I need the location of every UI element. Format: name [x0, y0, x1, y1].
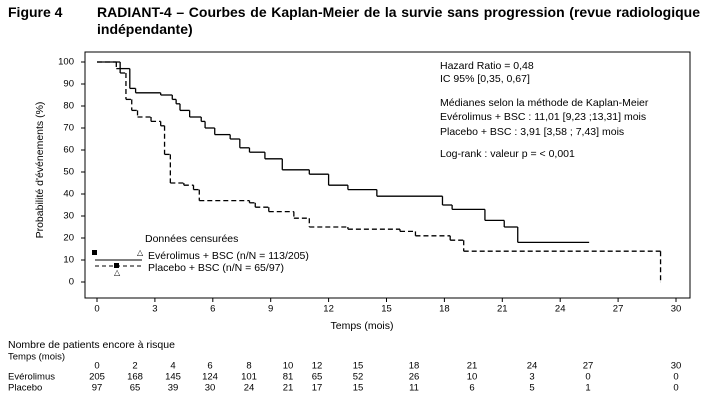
- risk-time: 21: [467, 361, 478, 372]
- risk-header-label: Temps (mois): [8, 352, 65, 363]
- risk-time: 10: [283, 361, 294, 372]
- annotation: Log-rank : valeur p = < 0,001: [440, 148, 575, 160]
- risk-value: 145: [165, 372, 181, 383]
- y-axis-label: Probabilité d'événements (%): [34, 102, 46, 239]
- risk-value: 21: [283, 383, 294, 394]
- risk-value: 65: [130, 383, 141, 394]
- annotation: Médianes selon la méthode de Kaplan-Meie…: [440, 97, 649, 109]
- legend-censor-square: [92, 250, 97, 255]
- legend-censor-square: [114, 263, 119, 268]
- x-tick-label: 9: [268, 304, 273, 315]
- risk-value: 6: [469, 383, 474, 394]
- risk-value: 39: [168, 383, 179, 394]
- risk-value: 11: [409, 383, 419, 394]
- chart-title: RADIANT-4 – Courbes de Kaplan-Meier de l…: [97, 4, 700, 37]
- y-tick-label: 30: [63, 211, 74, 222]
- risk-value: 15: [353, 383, 364, 394]
- legend-censor-triangle: △: [114, 268, 121, 277]
- risk-time: 2: [132, 361, 137, 372]
- x-tick-label: 0: [94, 304, 99, 315]
- risk-value: 3: [529, 372, 534, 383]
- annotation: Evérolimus + BSC : 11,01 [9,23 ;13,31] m…: [440, 111, 646, 123]
- y-tick-label: 80: [63, 101, 74, 112]
- risk-value: 30: [205, 383, 216, 394]
- x-axis-label: Temps (mois): [330, 320, 393, 332]
- annotation: Placebo + BSC : 3,91 [3,58 ; 7,43] mois: [440, 126, 624, 138]
- risk-value: 205: [89, 372, 105, 383]
- risk-value: 65: [312, 372, 323, 383]
- risk-value: 1: [585, 383, 590, 394]
- risk-value: 168: [127, 372, 143, 383]
- risk-value: 52: [353, 372, 364, 383]
- risk-row-label: Evérolimus: [8, 372, 55, 383]
- risk-value: 0: [673, 372, 678, 383]
- x-tick-label: 18: [439, 304, 450, 315]
- y-tick-label: 60: [63, 145, 74, 156]
- y-tick-label: 20: [63, 233, 74, 244]
- figure-label: Figure 4: [8, 4, 63, 20]
- y-tick-label: 40: [63, 189, 74, 200]
- risk-time: 15: [353, 361, 364, 372]
- risk-value: 101: [241, 372, 257, 383]
- annotation: IC 95% [0,35, 0,67]: [440, 73, 530, 85]
- risk-row-label: Placebo: [8, 383, 42, 394]
- risk-title: Nombre de patients encore à risque: [8, 339, 175, 351]
- risk-value: 17: [312, 383, 323, 394]
- x-tick-label: 21: [497, 304, 508, 315]
- risk-value: 97: [92, 383, 103, 394]
- plot-frame: [84, 51, 691, 299]
- legend-title: Données censurées: [145, 233, 238, 245]
- risk-time: 12: [312, 361, 323, 372]
- x-tick-label: 12: [323, 304, 334, 315]
- x-tick-label: 24: [555, 304, 566, 315]
- risk-value: 0: [673, 383, 678, 394]
- risk-time: 6: [207, 361, 212, 372]
- legend-censor-triangle: △: [137, 248, 144, 257]
- risk-time: 0: [94, 361, 99, 372]
- risk-value: 26: [409, 372, 420, 383]
- risk-value: 81: [283, 372, 294, 383]
- risk-value: 24: [244, 383, 255, 394]
- risk-time: 18: [409, 361, 420, 372]
- y-tick-label: 100: [58, 57, 74, 68]
- y-tick-label: 10: [63, 255, 74, 266]
- x-tick-label: 6: [210, 304, 215, 315]
- risk-value: 0: [585, 372, 590, 383]
- legend-label: Placebo + BSC (n/N = 65/97): [148, 262, 284, 274]
- risk-value: 10: [467, 372, 478, 383]
- risk-value: 124: [202, 372, 218, 383]
- x-tick-label: 30: [671, 304, 682, 315]
- risk-time: 30: [671, 361, 682, 372]
- legend-label: Evérolimus + BSC (n/N = 113/205): [148, 250, 309, 262]
- annotation: Hazard Ratio = 0,48: [440, 60, 534, 72]
- x-tick-label: 27: [613, 304, 624, 315]
- x-tick-label: 15: [381, 304, 392, 315]
- y-tick-label: 70: [63, 123, 74, 134]
- risk-time: 24: [527, 361, 538, 372]
- risk-time: 27: [583, 361, 594, 372]
- risk-value: 5: [529, 383, 534, 394]
- risk-time: 8: [246, 361, 251, 372]
- y-tick-label: 50: [63, 167, 74, 178]
- x-tick-label: 3: [152, 304, 157, 315]
- y-tick-label: 0: [69, 277, 74, 288]
- risk-time: 4: [170, 361, 175, 372]
- y-tick-label: 90: [63, 79, 74, 90]
